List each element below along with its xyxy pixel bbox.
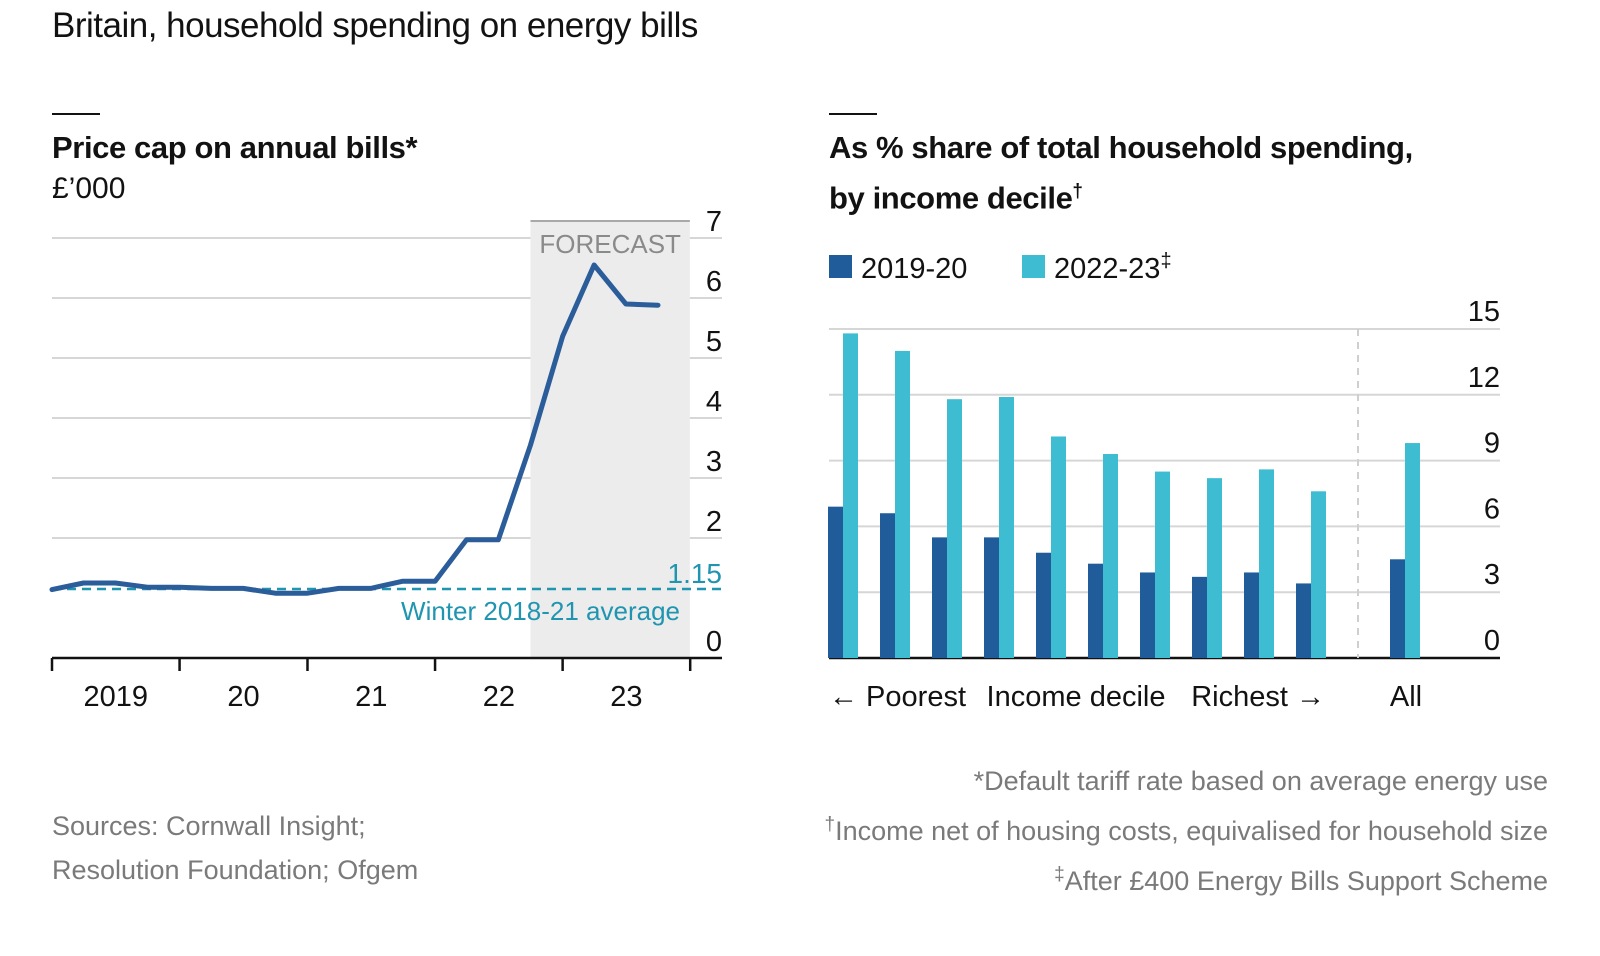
- bar-2022-23: [895, 350, 910, 658]
- price-cap-line: [49, 262, 661, 596]
- x-tick-label: 23: [610, 681, 642, 713]
- left-chart-x-ticks: 2019 20 21 22 23: [84, 681, 643, 713]
- legend-label-mark: ‡: [1160, 250, 1171, 272]
- footnote-line: *Default tariff rate based on average en…: [824, 759, 1548, 803]
- right-chart-title-mark: †: [1072, 181, 1083, 202]
- y-tick-label: 4: [706, 386, 722, 418]
- right-chart-title-line2: by income decile†: [829, 170, 1413, 220]
- y-tick-label: 7: [706, 206, 722, 238]
- bar-2019-20: [1192, 576, 1207, 658]
- right-chart-legend: 2019-20 2022-23‡: [829, 250, 1172, 285]
- footnote-mark: †: [824, 814, 836, 835]
- bar-2022-23: [1207, 478, 1222, 658]
- x-tick-label: 20: [227, 681, 259, 713]
- footnote-line: ‡After £400 Energy Bills Support Scheme: [824, 853, 1548, 903]
- footnote-text: *Default tariff rate based on average en…: [973, 766, 1548, 796]
- sources-line-1: Sources: Cornwall Insight;: [52, 811, 366, 841]
- right-chart-y-ticks: 0 3 6 9 12 15: [1468, 296, 1500, 657]
- footnote-text: Income net of housing costs, equivalised…: [835, 816, 1548, 846]
- bar-2022-23: [843, 333, 858, 658]
- bar-2019-20: [1296, 583, 1311, 658]
- sources-line-2: Resolution Foundation; Ofgem: [52, 855, 419, 885]
- reference-value-label: 1.15: [668, 558, 723, 589]
- footnote-text: After £400 Energy Bills Support Scheme: [1064, 866, 1548, 896]
- right-chart-title: As % share of total household spending, …: [829, 126, 1413, 220]
- bar-2019-20: [1140, 572, 1155, 658]
- bar-2019-20: [1036, 552, 1051, 658]
- left-chart-x-axis: [50, 656, 722, 671]
- left-chart-unit: £’000: [52, 172, 126, 205]
- x-label-richest: Richest →: [1191, 681, 1325, 713]
- right-chart-title-text: by income decile: [829, 180, 1073, 216]
- legend-swatch: [1022, 255, 1045, 278]
- bar-2019-20: [932, 537, 947, 658]
- x-label-poorest: ← Poorest: [829, 681, 966, 713]
- bar-2019-20: [1088, 563, 1103, 658]
- x-tick-label: 21: [355, 681, 387, 713]
- legend-label: 2022-23‡: [1054, 250, 1172, 285]
- forecast-band: [530, 221, 690, 658]
- bar-2019-20: [1244, 572, 1259, 658]
- x-tick-label: 2019: [84, 681, 149, 713]
- forecast-label: FORECAST: [539, 229, 681, 259]
- left-chart-title: Price cap on annual bills*: [52, 130, 418, 165]
- bar-2022-23: [947, 399, 962, 658]
- left-chart-series: [49, 262, 661, 596]
- bar-2019-20: [1390, 559, 1405, 658]
- right-chart-x-labels: ← Poorest Income decile Richest → All: [829, 681, 1422, 713]
- left-chart-y-ticks: 0 2 3 4 5 6 7: [706, 206, 722, 658]
- y-tick-label: 3: [1484, 559, 1500, 591]
- right-chart-bars: [828, 333, 1420, 658]
- bar-2022-23: [1051, 436, 1066, 658]
- bar-2022-23: [1311, 491, 1326, 658]
- right-chart-title-line1: As % share of total household spending,: [829, 130, 1413, 165]
- left-chart-reference: 1.15 Winter 2018-21 average: [52, 558, 722, 626]
- y-tick-label: 0: [1484, 625, 1500, 657]
- right-title-rule: [829, 113, 877, 115]
- y-tick-label: 9: [1484, 428, 1500, 460]
- y-tick-label: 5: [706, 326, 722, 358]
- bar-2019-20: [880, 513, 895, 658]
- y-tick-label: 3: [706, 446, 722, 478]
- left-chart-forecast-band: FORECAST: [530, 220, 690, 658]
- reference-label: Winter 2018-21 average: [401, 596, 680, 626]
- bar-2019-20: [828, 506, 843, 658]
- bar-2022-23: [1405, 443, 1420, 658]
- footnotes: *Default tariff rate based on average en…: [824, 759, 1548, 903]
- y-tick-label: 6: [1484, 493, 1500, 525]
- footnote-line: †Income net of housing costs, equivalise…: [824, 803, 1548, 853]
- bar-2019-20: [984, 537, 999, 658]
- bar-2022-23: [1155, 471, 1170, 658]
- y-tick-label: 2: [706, 506, 722, 538]
- bar-2022-23: [1103, 454, 1118, 658]
- legend-label-text: 2019-20: [861, 253, 967, 285]
- legend-label: 2019-20: [861, 253, 967, 285]
- legend-label-text: 2022-23: [1054, 253, 1160, 285]
- chart-main-title: Britain, household spending on energy bi…: [52, 6, 698, 45]
- left-title-rule: [52, 113, 100, 115]
- x-tick-label: 22: [483, 681, 515, 713]
- y-tick-label: 6: [706, 266, 722, 298]
- x-label-income-decile: Income decile: [987, 681, 1166, 713]
- bar-2022-23: [1259, 469, 1274, 658]
- bar-2022-23: [999, 396, 1014, 658]
- sources-note: Sources: Cornwall Insight; Resolution Fo…: [52, 804, 418, 892]
- y-tick-label: 15: [1468, 296, 1500, 328]
- x-label-all: All: [1390, 681, 1422, 713]
- y-tick-label: 12: [1468, 362, 1500, 394]
- footnote-mark: ‡: [1054, 864, 1065, 885]
- legend-swatch: [829, 255, 852, 278]
- y-tick-label: 0: [706, 626, 722, 658]
